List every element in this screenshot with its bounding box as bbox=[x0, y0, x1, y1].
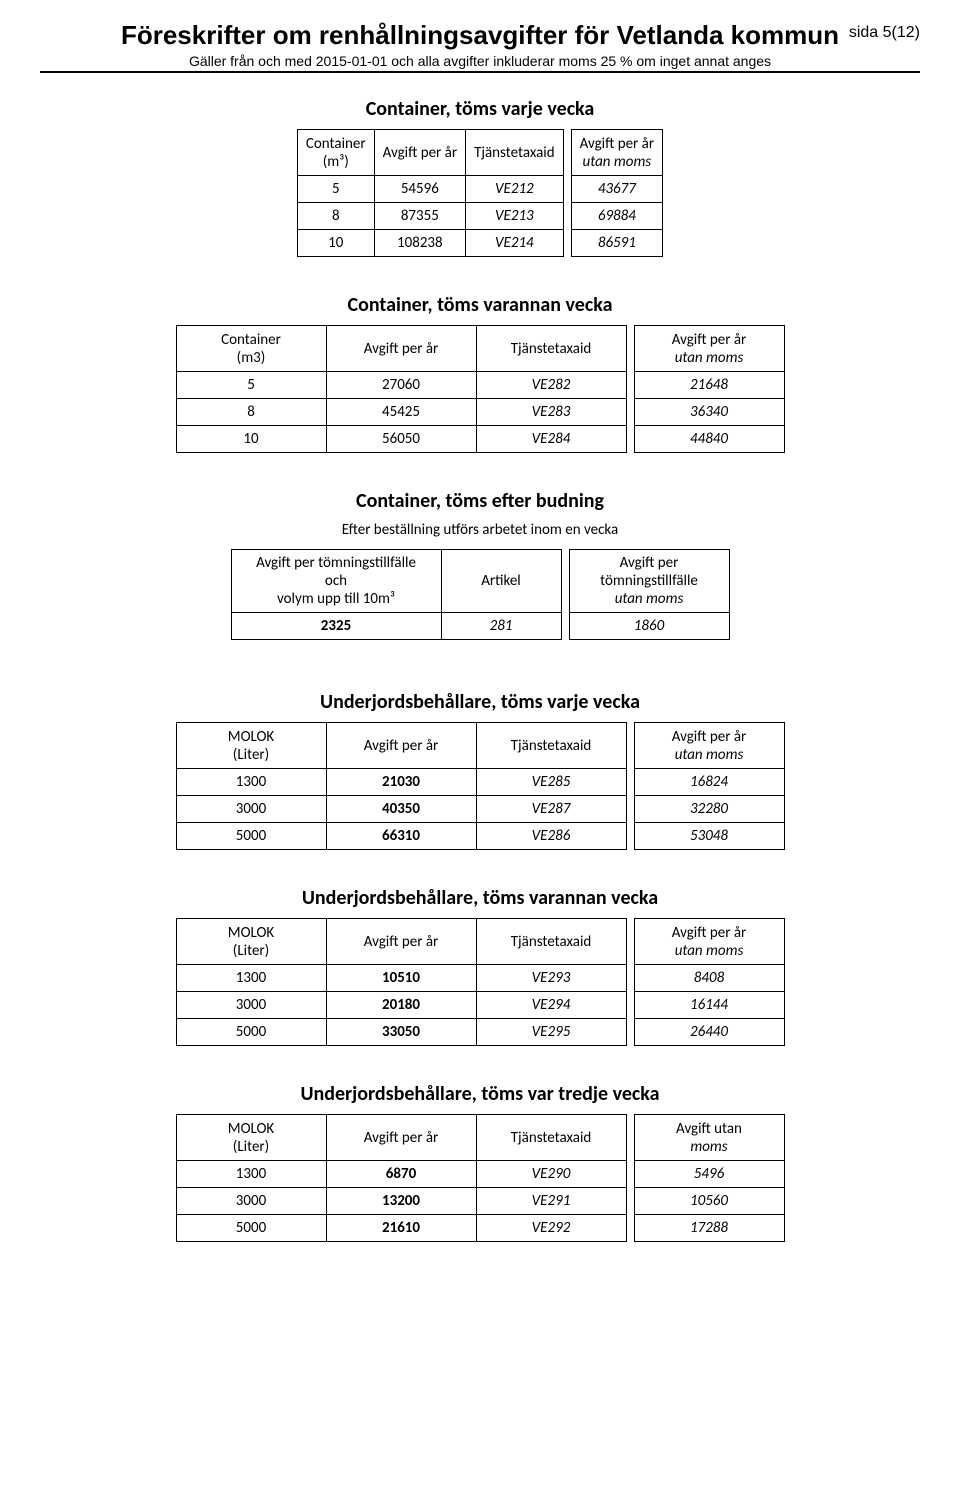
col-header: MOLOK(Liter) bbox=[176, 1115, 326, 1161]
table-row: 527060VE28221648 bbox=[176, 372, 784, 399]
table-row: 5 54596 VE212 43677 bbox=[297, 176, 662, 203]
section-underground-weekly: Underjordsbehållare, töms varje vecka MO… bbox=[140, 690, 820, 850]
col-header: Artikel bbox=[441, 550, 561, 613]
table-container-biweekly: Container(m3) Avgift per år Tjänstetaxai… bbox=[176, 325, 785, 453]
table-row: 500021610VE29217288 bbox=[176, 1215, 784, 1242]
section-title: Container, töms varje vecka bbox=[140, 97, 820, 121]
table-row: 300020180VE29416144 bbox=[176, 992, 784, 1019]
col-header: Container(m³) bbox=[297, 130, 374, 176]
table-row: 300040350VE28732280 bbox=[176, 796, 784, 823]
section-container-weekly: Container, töms varje vecka Container(m³… bbox=[140, 97, 820, 257]
col-header: MOLOK(Liter) bbox=[176, 919, 326, 965]
col-header: Avgift per årutan moms bbox=[634, 326, 784, 372]
table-row: 8 87355 VE213 69884 bbox=[297, 203, 662, 230]
table-row: 130021030VE28516824 bbox=[176, 769, 784, 796]
table-underground-triweekly: MOLOK(Liter) Avgift per år Tjänstetaxaid… bbox=[176, 1114, 785, 1242]
section-note: Efter beställning utförs arbetet inom en… bbox=[140, 521, 820, 539]
table-container-weekly: Container(m³) Avgift per år Tjänstetaxai… bbox=[297, 129, 663, 257]
table-row: 10 108238 VE214 86591 bbox=[297, 230, 662, 257]
col-header: Tjänstetaxaid bbox=[476, 723, 626, 769]
col-header: Avgift per årutan moms bbox=[634, 723, 784, 769]
col-header: Avgift per årutan moms bbox=[571, 130, 662, 176]
page-subtitle: Gäller från och med 2015-01-01 och alla … bbox=[40, 53, 920, 69]
section-container-ondemand: Container, töms efter budning Efter best… bbox=[140, 489, 820, 640]
col-header: Avgift per år bbox=[326, 326, 476, 372]
table-underground-weekly: MOLOK(Liter) Avgift per år Tjänstetaxaid… bbox=[176, 722, 785, 850]
gap bbox=[563, 130, 571, 176]
table-row: 23252811860 bbox=[231, 613, 729, 640]
section-underground-triweekly: Underjordsbehållare, töms var tredje vec… bbox=[140, 1082, 820, 1242]
section-title: Underjordsbehållare, töms varannan vecka bbox=[140, 886, 820, 910]
section-container-biweekly: Container, töms varannan vecka Container… bbox=[140, 293, 820, 453]
table-row: 1056050VE28444840 bbox=[176, 426, 784, 453]
table-row: 500066310VE28653048 bbox=[176, 823, 784, 850]
col-header: Avgift per år bbox=[326, 723, 476, 769]
page-header: sida 5(12) Föreskrifter om renhållningsa… bbox=[40, 20, 920, 73]
table-container-ondemand: Avgift per tömningstillfälleochvolym upp… bbox=[231, 549, 730, 640]
col-header: Tjänstetaxaid bbox=[466, 130, 564, 176]
table-row: 300013200VE29110560 bbox=[176, 1188, 784, 1215]
col-header: Avgift per årutan moms bbox=[634, 919, 784, 965]
col-header: Avgift per år bbox=[326, 1115, 476, 1161]
section-title: Underjordsbehållare, töms varje vecka bbox=[140, 690, 820, 714]
section-title: Container, töms efter budning bbox=[140, 489, 820, 513]
col-header: Avgift per tömningstillfälleochvolym upp… bbox=[231, 550, 441, 613]
section-title: Container, töms varannan vecka bbox=[140, 293, 820, 317]
table-row: 500033050VE29526440 bbox=[176, 1019, 784, 1046]
col-header: Avgift per år bbox=[374, 130, 465, 176]
col-header: MOLOK(Liter) bbox=[176, 723, 326, 769]
table-row: 845425VE28336340 bbox=[176, 399, 784, 426]
col-header: Avgift pertömningstillfälleutan moms bbox=[569, 550, 729, 613]
col-header: Avgift utanmoms bbox=[634, 1115, 784, 1161]
page: sida 5(12) Föreskrifter om renhållningsa… bbox=[0, 0, 960, 1318]
section-title: Underjordsbehållare, töms var tredje vec… bbox=[140, 1082, 820, 1106]
section-underground-biweekly: Underjordsbehållare, töms varannan vecka… bbox=[140, 886, 820, 1046]
table-row: 130010510VE2938408 bbox=[176, 965, 784, 992]
col-header: Tjänstetaxaid bbox=[476, 919, 626, 965]
page-title: Föreskrifter om renhållningsavgifter för… bbox=[40, 20, 920, 51]
col-header: Tjänstetaxaid bbox=[476, 326, 626, 372]
col-header: Container(m3) bbox=[176, 326, 326, 372]
table-row: 13006870VE2905496 bbox=[176, 1161, 784, 1188]
table-underground-biweekly: MOLOK(Liter) Avgift per år Tjänstetaxaid… bbox=[176, 918, 785, 1046]
page-number: sida 5(12) bbox=[849, 24, 920, 42]
col-header: Avgift per år bbox=[326, 919, 476, 965]
col-header: Tjänstetaxaid bbox=[476, 1115, 626, 1161]
